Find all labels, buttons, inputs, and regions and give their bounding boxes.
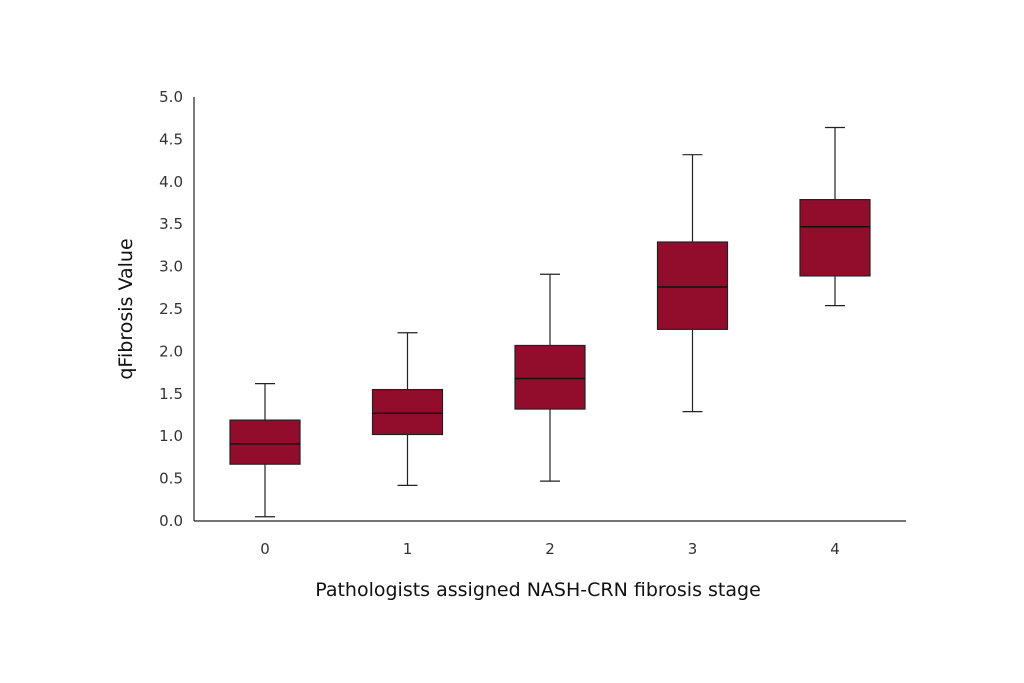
y-tick-label: 0.5 xyxy=(159,470,183,488)
y-tick-label: 3.5 xyxy=(159,215,183,233)
x-tick-label: 1 xyxy=(403,540,413,558)
y-tick-label: 1.5 xyxy=(159,385,183,403)
iqr-box xyxy=(371,388,444,436)
x-axis-title: Pathologists assigned NASH-CRN fibrosis … xyxy=(315,579,761,601)
box-series xyxy=(229,126,871,518)
x-axis-ticks: 0 1 2 3 4 xyxy=(260,540,840,558)
y-axis-title: qFibrosis Value xyxy=(115,238,137,379)
iqr-box xyxy=(514,344,586,410)
y-tick-label: 4.0 xyxy=(159,173,183,191)
x-tick-label: 4 xyxy=(830,540,840,558)
y-axis-ticks: 0.0 0.5 1.0 1.5 2.0 2.5 3.0 3.5 4.0 4.5 5.0 xyxy=(159,88,183,530)
x-tick-label: 0 xyxy=(260,540,270,558)
y-tick-label: 2.5 xyxy=(159,300,183,318)
iqr-box xyxy=(799,199,871,277)
box-group-stage-1 xyxy=(371,332,444,486)
box-group-stage-2 xyxy=(514,273,586,482)
y-tick-label: 3.0 xyxy=(159,258,183,276)
y-tick-label: 4.5 xyxy=(159,130,183,148)
iqr-box xyxy=(656,241,729,330)
y-tick-label: 0.0 xyxy=(159,512,183,530)
y-tick-label: 5.0 xyxy=(159,88,183,106)
iqr-box xyxy=(229,419,301,465)
box-group-stage-0 xyxy=(229,383,301,518)
y-tick-label: 2.0 xyxy=(159,342,183,360)
x-tick-label: 2 xyxy=(545,540,555,558)
x-tick-label: 3 xyxy=(688,540,698,558)
box-group-stage-4 xyxy=(799,126,871,307)
y-tick-label: 1.0 xyxy=(159,427,183,445)
box-group-stage-3 xyxy=(656,154,729,413)
